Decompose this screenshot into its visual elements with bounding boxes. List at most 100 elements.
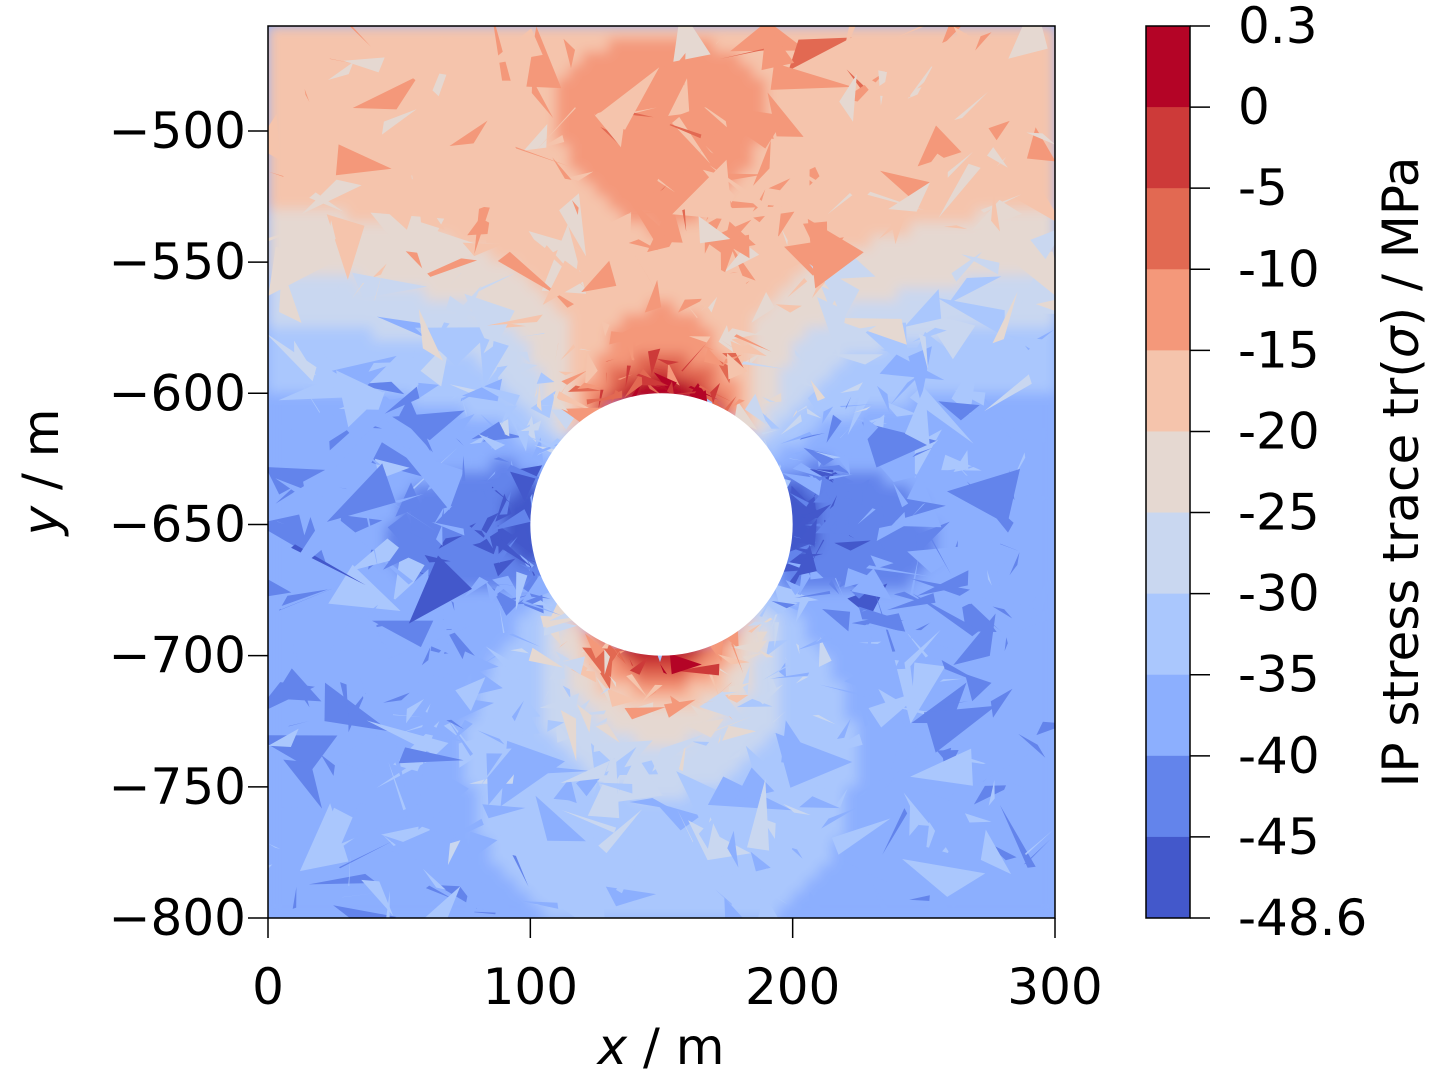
field-cell <box>975 419 991 434</box>
field-cell <box>805 838 820 854</box>
field-cell <box>1002 130 1017 146</box>
field-cell <box>975 694 991 710</box>
field-cell <box>398 379 414 395</box>
mesh-triangle <box>920 780 953 802</box>
field-cell <box>464 353 479 369</box>
field-cell <box>661 340 676 355</box>
mesh-triangle <box>376 316 433 341</box>
field-cell <box>805 602 820 618</box>
field-cell <box>897 563 912 578</box>
field-cell <box>306 720 322 736</box>
mesh-triangle <box>903 792 932 826</box>
mesh-triangle <box>581 260 617 293</box>
field-cell <box>398 681 414 696</box>
field-cell <box>818 340 834 355</box>
field-cell <box>268 891 283 906</box>
mesh-triangle <box>756 648 774 658</box>
field-cell <box>936 681 952 696</box>
field-cell <box>661 904 676 918</box>
field-cell <box>844 812 860 828</box>
field-cell <box>687 91 702 106</box>
field-cell <box>1015 91 1030 106</box>
field-cell <box>792 104 807 119</box>
field-cell <box>975 235 991 250</box>
field-cell <box>805 327 820 342</box>
field-cell <box>1015 563 1030 578</box>
field-cell <box>634 274 650 290</box>
mesh-triangle <box>783 803 811 816</box>
field-cell <box>268 379 283 395</box>
field-cell <box>516 64 532 80</box>
mesh-triangle <box>988 120 1010 141</box>
field-cell <box>870 392 886 408</box>
mesh-triangle <box>756 349 761 352</box>
field-cell <box>319 130 335 146</box>
mesh-triangle <box>463 576 489 598</box>
field-cell <box>293 720 309 736</box>
field-cell <box>975 379 991 395</box>
mesh-triangle <box>584 352 598 386</box>
field-cell <box>779 445 794 460</box>
field-cell <box>779 812 794 828</box>
mesh-triangle <box>747 621 773 626</box>
field-cell <box>319 458 335 473</box>
field-cell <box>726 891 742 906</box>
field-cell <box>621 130 637 146</box>
field-cell <box>280 707 296 723</box>
field-cell <box>451 26 466 41</box>
field-cell <box>988 642 1004 657</box>
field-cell <box>883 287 899 303</box>
field-cell <box>1041 550 1055 565</box>
mesh-triangle <box>779 662 787 678</box>
mesh-triangle <box>833 227 855 238</box>
field-cell <box>477 471 492 487</box>
field-cell <box>647 851 663 867</box>
field-cell <box>529 733 545 749</box>
field-cell <box>319 287 335 303</box>
field-cell <box>765 405 781 421</box>
field-cell <box>910 274 925 290</box>
mesh-triangle <box>812 714 836 725</box>
field-cell <box>306 327 322 342</box>
field-cell <box>372 563 388 578</box>
field-cell <box>451 209 466 224</box>
field-cell <box>319 156 335 172</box>
field-cell <box>293 432 309 447</box>
field-cell <box>306 209 322 224</box>
mesh-triangle <box>672 716 709 726</box>
mesh-triangle <box>806 408 822 419</box>
mesh-triangle <box>527 436 559 452</box>
mesh-triangle <box>510 648 529 654</box>
field-cell <box>1002 733 1017 749</box>
field-cell <box>962 182 978 198</box>
field-cell <box>1041 471 1055 487</box>
field-cell <box>542 878 558 893</box>
field-cell <box>1041 904 1055 918</box>
field-cell <box>293 51 309 67</box>
field-cell <box>661 851 676 867</box>
field-cell <box>268 77 283 93</box>
field-cell <box>883 878 899 893</box>
mesh-triangle <box>436 524 443 546</box>
field-cell <box>1015 353 1030 369</box>
field-cell <box>713 904 729 918</box>
field-cell <box>464 563 479 578</box>
mesh-triangle <box>822 406 834 424</box>
field-cell <box>1002 642 1017 657</box>
field-cell <box>293 209 309 224</box>
field-cell <box>280 655 296 670</box>
field-cell <box>831 655 847 670</box>
mesh-triangle <box>938 401 980 421</box>
field-cell <box>411 904 427 918</box>
field-cell <box>936 209 952 224</box>
mesh-triangle <box>552 157 572 180</box>
field-cell <box>293 576 309 592</box>
field-cell <box>268 182 283 198</box>
mesh-triangle <box>558 292 600 320</box>
field-cell <box>1002 655 1017 670</box>
field-cell <box>451 104 466 119</box>
field-cell <box>949 274 965 290</box>
field-cell <box>503 91 519 106</box>
field-cell <box>1015 537 1030 552</box>
mesh-triangle <box>815 474 832 481</box>
